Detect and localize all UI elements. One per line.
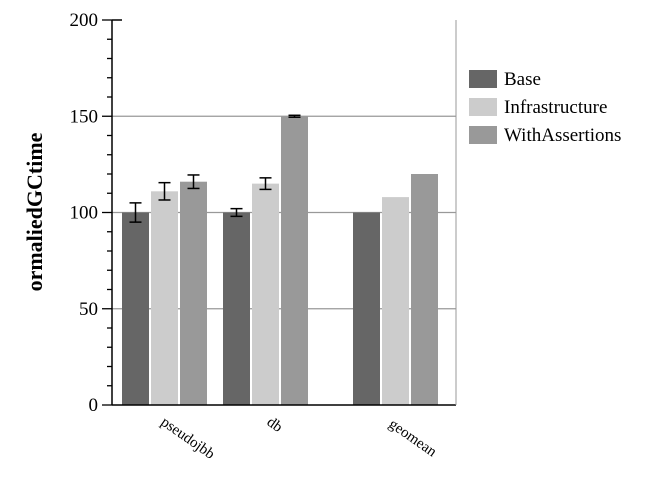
- error-bars: [129, 114, 301, 223]
- y-axis-label: ormaliedGCtime: [22, 132, 47, 291]
- x-category-label: pseudojbb: [158, 414, 218, 462]
- y-tick-labels: 0 50 100 150 200: [70, 10, 99, 416]
- bar: [353, 212, 380, 405]
- legend-swatch: [469, 70, 497, 88]
- bar: [223, 212, 250, 405]
- legend-label: Base: [504, 69, 541, 90]
- axes: [102, 19, 457, 406]
- bar: [252, 183, 279, 405]
- bar: [382, 197, 409, 405]
- x-category-label: geomean: [386, 416, 440, 460]
- bar: [411, 174, 438, 405]
- y-tick-label: 150: [70, 106, 99, 127]
- y-tick-label: 50: [79, 299, 98, 320]
- y-tick-label: 100: [70, 203, 99, 224]
- legend-swatch: [469, 98, 497, 116]
- legend: Base Infrastructure WithAssertions: [469, 69, 621, 146]
- bar: [122, 212, 149, 405]
- legend-swatch: [469, 126, 497, 144]
- bars: [122, 116, 438, 405]
- y-tick-label: 200: [70, 10, 99, 31]
- bar: [151, 191, 178, 405]
- y-tick-label: 0: [89, 395, 99, 416]
- legend-label: WithAssertions: [504, 125, 621, 146]
- bar: [180, 181, 207, 405]
- x-category-labels: pseudojbb db geomean: [158, 414, 440, 462]
- bar: [281, 116, 308, 405]
- x-category-label: db: [264, 414, 285, 436]
- legend-label: Infrastructure: [504, 97, 607, 118]
